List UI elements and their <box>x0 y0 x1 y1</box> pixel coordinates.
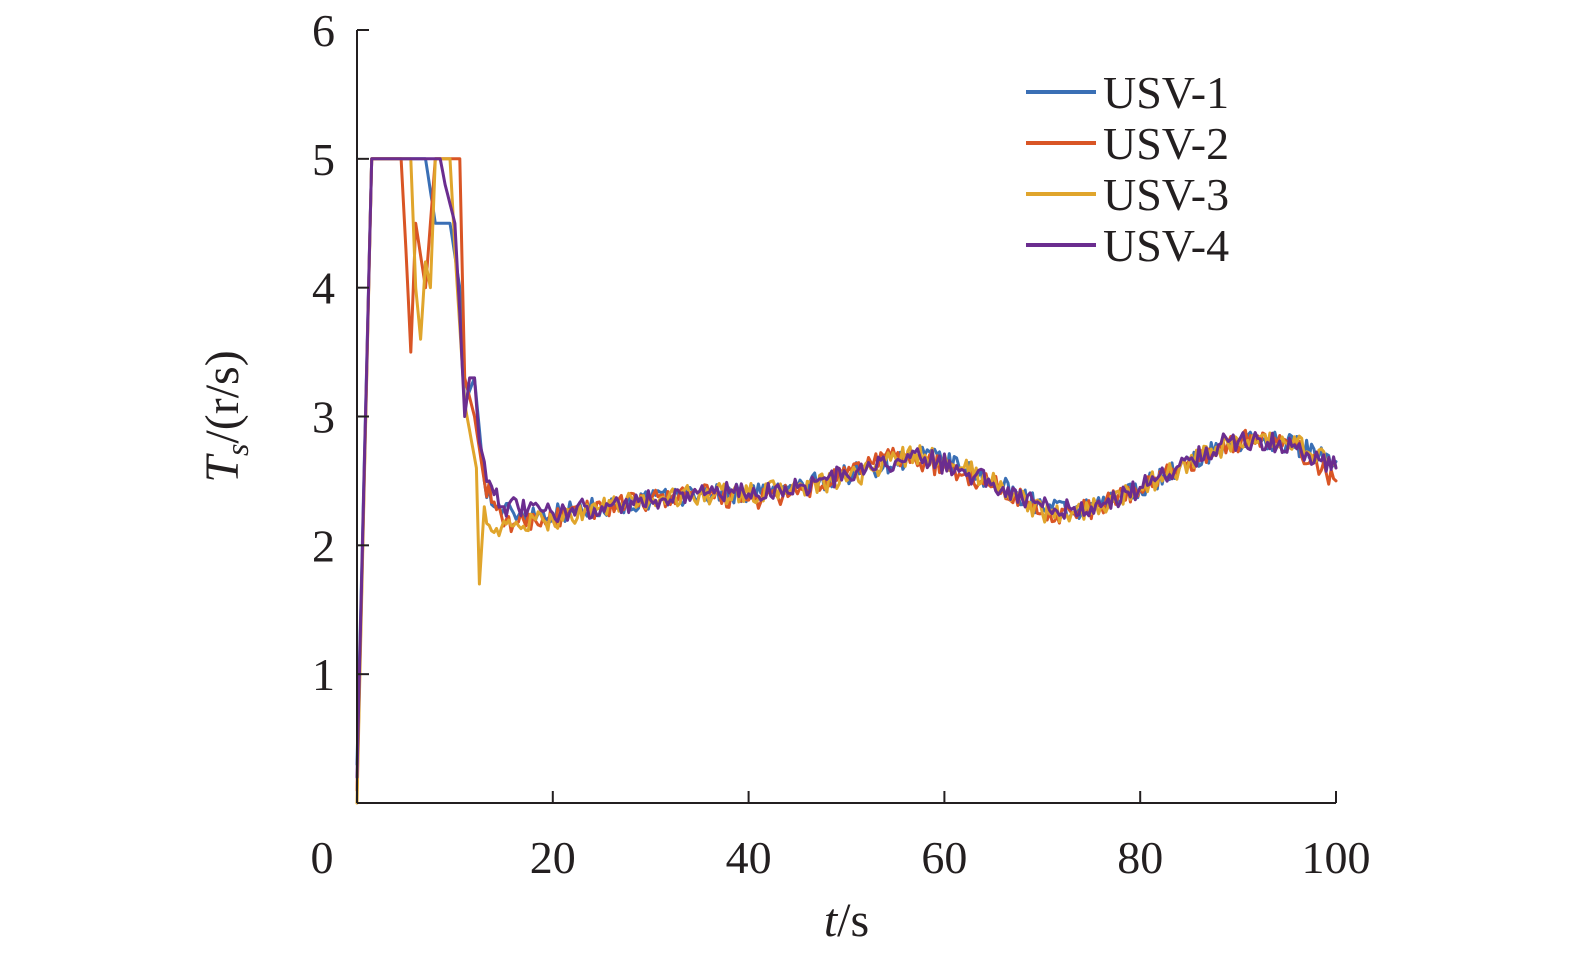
x-ticks: 20 40 60 80 100 <box>530 791 1371 883</box>
legend-label-usv-2: USV-2 <box>1103 118 1229 169</box>
y-axis-title: Ts/(r/s) <box>196 350 255 482</box>
y-tick-label: 2 <box>312 520 335 571</box>
series-line-usv-4 <box>355 157 1338 779</box>
y-ticks: 1 2 3 4 5 6 <box>312 5 369 700</box>
y-tick-label: 5 <box>312 134 335 185</box>
y-tick-label: 3 <box>312 392 335 443</box>
legend-label-usv-3: USV-3 <box>1103 169 1229 220</box>
x-axis-title: t/s <box>824 894 869 947</box>
x-axis-var: t <box>824 894 839 947</box>
x-tick-label: 100 <box>1302 832 1371 883</box>
y-axis-unit: /(r/s) <box>196 350 249 443</box>
y-tick-label: 6 <box>312 5 335 56</box>
x-tick-label: 60 <box>921 832 967 883</box>
y-tick-label: 1 <box>312 649 335 700</box>
x-origin-label: 0 <box>311 832 334 883</box>
legend-label-usv-4: USV-4 <box>1103 220 1229 271</box>
x-tick-label: 40 <box>726 832 772 883</box>
x-tick-label: 20 <box>530 832 576 883</box>
y-axis-var: T <box>196 453 249 483</box>
plot-lines <box>355 157 1338 805</box>
x-axis-unit: /s <box>837 894 869 947</box>
legend-label-usv-1: USV-1 <box>1103 67 1229 118</box>
y-axis-subscript: s <box>219 444 255 456</box>
x-tick-label: 80 <box>1117 832 1163 883</box>
y-tick-label: 4 <box>312 263 335 314</box>
